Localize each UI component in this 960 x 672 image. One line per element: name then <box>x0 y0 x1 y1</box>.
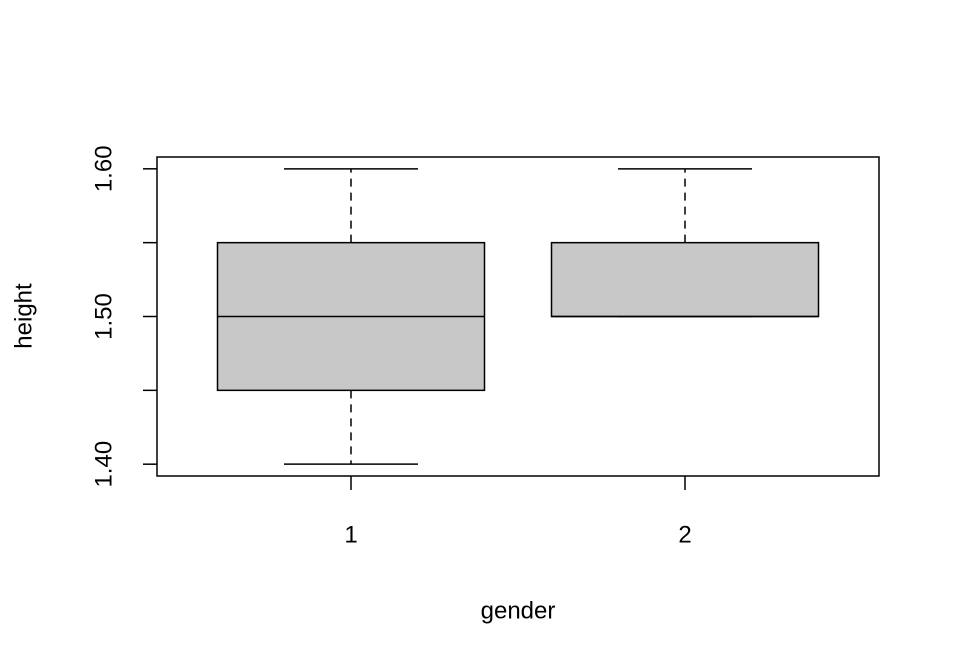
y-axis-label: height <box>10 283 37 349</box>
box <box>550 241 820 318</box>
x-tick-label: 1 <box>344 521 357 548</box>
x-tick-label: 2 <box>678 521 691 548</box>
x-axis-label: gender <box>481 597 556 624</box>
y-tick-label: 1.60 <box>90 145 117 192</box>
y-tick-label: 1.40 <box>90 441 117 488</box>
y-tick-label: 1.50 <box>90 293 117 340</box>
